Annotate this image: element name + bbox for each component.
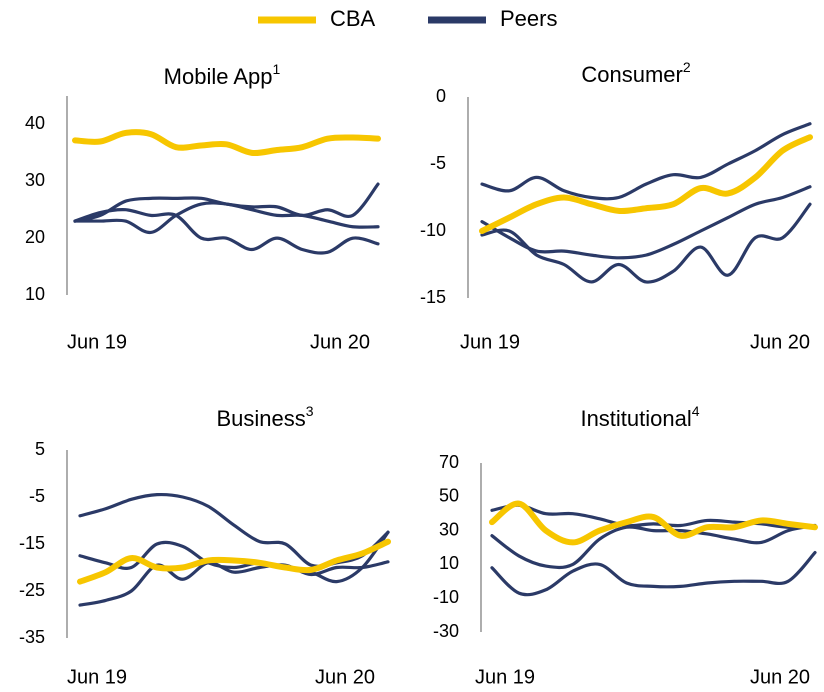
series-line [77, 538, 391, 585]
series-line [480, 185, 812, 260]
title-text: Business [216, 406, 305, 431]
series-line [480, 202, 812, 284]
y-tick-label: -5 [29, 486, 45, 506]
series-line [72, 129, 381, 157]
y-tick-label: -5 [430, 153, 446, 173]
panel-title: Mobile App1 [164, 61, 281, 89]
title-text: Consumer [581, 62, 682, 87]
title-text: Mobile App [164, 64, 273, 89]
y-tick-label: -25 [19, 580, 45, 600]
panel-title: Business3 [216, 403, 313, 431]
y-tick-label: 10 [25, 284, 45, 304]
y-tick-label: -15 [420, 287, 446, 307]
y-tick-label: 20 [25, 227, 45, 247]
series-line [480, 122, 812, 201]
title-superscript: 3 [306, 403, 314, 419]
series-line [78, 560, 390, 607]
series-line [73, 201, 380, 235]
x-tick-label: Jun 19 [67, 666, 127, 688]
x-tick-label: Jun 19 [475, 666, 535, 688]
y-tick-label: -10 [433, 587, 459, 607]
title-text: Institutional [580, 406, 691, 431]
y-tick-label: 10 [439, 553, 459, 573]
series-line [490, 550, 817, 597]
y-tick-label: 40 [25, 113, 45, 133]
x-tick-label: Jun 20 [750, 666, 810, 688]
title-superscript: 4 [692, 403, 700, 419]
panel-title: Consumer2 [581, 59, 690, 87]
y-tick-label: 5 [35, 439, 45, 459]
y-tick-label: -30 [433, 621, 459, 641]
legend-label: Peers [500, 6, 557, 31]
series-line [479, 134, 813, 234]
y-tick-label: 50 [439, 486, 459, 506]
y-tick-label: 30 [439, 519, 459, 539]
x-tick-label: Jun 19 [67, 331, 127, 353]
y-tick-label: -15 [19, 533, 45, 553]
x-tick-label: Jun 20 [310, 331, 370, 353]
y-tick-label: -35 [19, 627, 45, 647]
series-line [490, 503, 817, 529]
title-superscript: 1 [273, 61, 281, 77]
title-superscript: 2 [683, 59, 691, 75]
series-line [490, 523, 817, 570]
series-line [489, 500, 818, 546]
x-tick-label: Jun 20 [315, 666, 375, 688]
series-line [73, 208, 380, 255]
y-tick-label: 0 [436, 86, 446, 106]
legend-label: CBA [330, 6, 376, 31]
y-tick-label: 70 [439, 452, 459, 472]
series-line [78, 492, 390, 568]
panel-title: Institutional4 [580, 403, 699, 431]
series-line [78, 530, 390, 584]
y-tick-label: 30 [25, 170, 45, 190]
y-tick-label: -10 [420, 220, 446, 240]
x-tick-label: Jun 20 [750, 331, 810, 353]
x-tick-label: Jun 19 [460, 331, 520, 353]
